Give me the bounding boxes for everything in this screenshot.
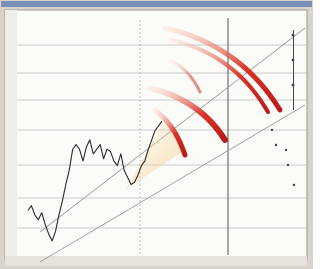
chart-pane <box>5 10 307 260</box>
marker <box>292 34 295 37</box>
price-scale <box>5 10 17 260</box>
marker <box>275 144 277 146</box>
app-window <box>0 0 313 269</box>
marker <box>292 59 295 62</box>
status-bar <box>5 256 307 266</box>
marker <box>287 164 289 166</box>
marker <box>285 149 287 151</box>
title-bar <box>1 1 312 7</box>
marker <box>292 84 295 87</box>
marker <box>271 129 273 131</box>
marker <box>293 184 295 186</box>
marker <box>293 30 294 110</box>
